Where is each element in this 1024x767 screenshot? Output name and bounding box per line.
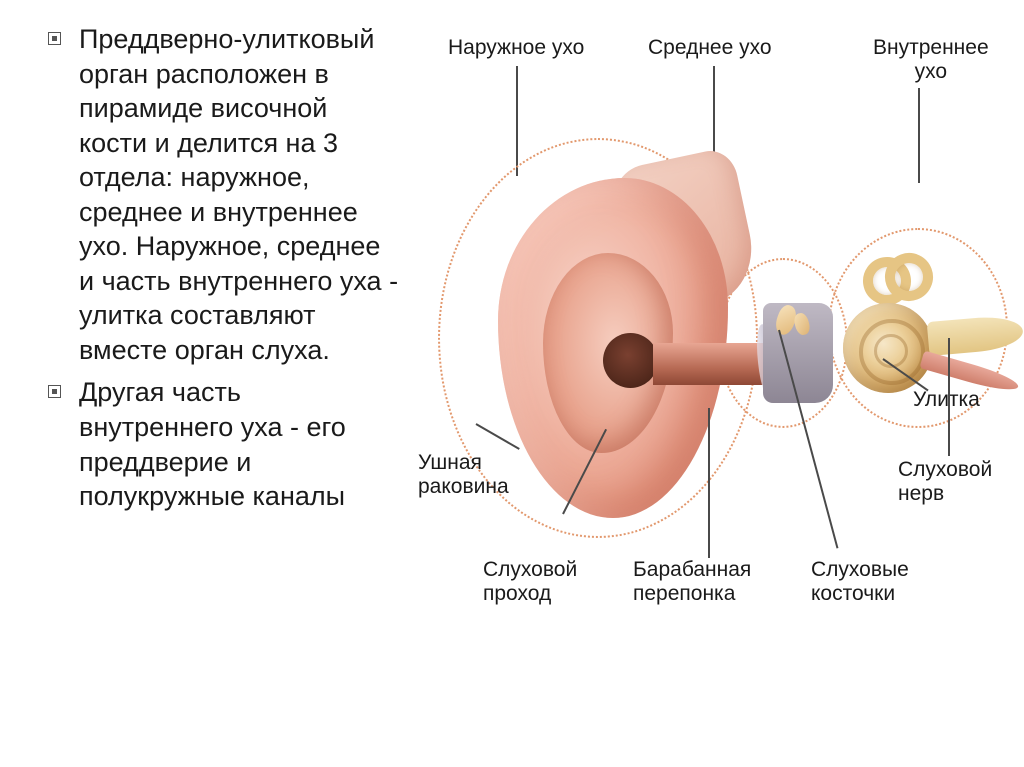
ear-diagram: Наружное ухо Среднее ухо Внутреннее ухо	[418, 18, 1013, 638]
label-inner-ear: Внутреннее ухо	[873, 36, 989, 84]
auditory-canal-shape	[653, 343, 773, 385]
text-column: Преддверно-улитковый орган расположен в …	[0, 0, 410, 767]
label-auditory-nerve: Слуховой нерв	[898, 458, 992, 506]
label-cochlea: Улитка	[913, 388, 980, 412]
label-auditory-canal: Слуховой проход	[483, 558, 577, 606]
leader-line	[948, 338, 950, 456]
bullet-1: Преддверно-улитковый орган расположен в …	[48, 22, 400, 367]
ear-illustration	[458, 108, 968, 568]
ear-opening	[603, 333, 658, 388]
label-ossicles: Слуховые косточки	[811, 558, 909, 606]
cochlea-shape	[843, 303, 938, 398]
label-outer-ear: Наружное ухо	[448, 36, 584, 60]
bullet-2: Другая часть внутреннего уха - его предд…	[48, 375, 400, 513]
leader-line	[708, 408, 710, 558]
bullet-marker-icon	[48, 32, 61, 45]
bullet-text: Другая часть внутреннего уха - его предд…	[79, 375, 400, 513]
bullet-text: Преддверно-улитковый орган расположен в …	[79, 22, 400, 367]
auditory-nerve-shape	[927, 314, 1024, 356]
bullet-marker-icon	[48, 385, 61, 398]
diagram-column: Наружное ухо Среднее ухо Внутреннее ухо	[410, 0, 1024, 767]
label-eardrum: Барабанная перепонка	[633, 558, 751, 606]
label-middle-ear: Среднее ухо	[648, 36, 772, 60]
label-auricle: Ушная раковина	[418, 451, 509, 499]
